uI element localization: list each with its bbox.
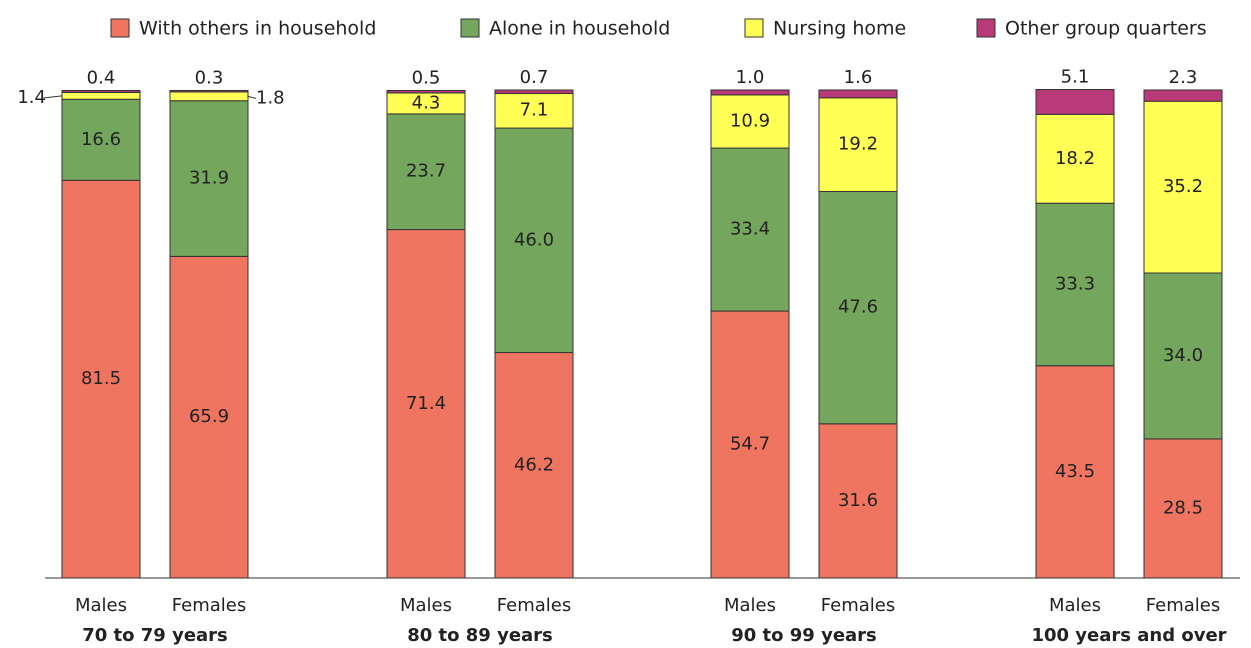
value-label: 81.5 <box>81 368 121 389</box>
value-label: 19.2 <box>838 134 878 155</box>
value-label: 33.3 <box>1055 273 1095 294</box>
bar-segment <box>818 191 898 425</box>
bar-segment <box>61 91 141 100</box>
bar-segment <box>1143 100 1223 274</box>
value-label: 2.3 <box>1169 67 1198 88</box>
value-label: 0.3 <box>195 67 224 88</box>
bar-segment <box>494 92 574 129</box>
value-label: 28.5 <box>1163 497 1203 518</box>
value-label: 71.4 <box>406 393 446 414</box>
bar-segment <box>1143 89 1223 102</box>
value-label: 54.7 <box>730 434 770 455</box>
value-label: 43.5 <box>1055 461 1095 482</box>
bar-segment <box>1143 272 1223 440</box>
bar-segment <box>169 100 249 257</box>
bar-segment <box>494 127 574 354</box>
bar-segment <box>1143 438 1223 579</box>
legend-label: Nursing home <box>773 18 906 40</box>
value-label: 65.9 <box>189 406 229 427</box>
value-label: 5.1 <box>1061 67 1090 88</box>
legend-label: Alone in household <box>489 18 670 40</box>
x-tick-label: Males <box>724 595 776 616</box>
legend-swatch <box>110 18 130 38</box>
value-label: 1.8 <box>256 87 285 108</box>
value-label: 16.6 <box>81 129 121 150</box>
value-label: 34.0 <box>1163 345 1203 366</box>
value-label: 0.4 <box>87 67 116 88</box>
value-label: 1.4 <box>17 87 46 108</box>
bar-segment <box>1035 113 1115 204</box>
bar-segment <box>61 179 141 579</box>
bar-segment <box>169 91 249 102</box>
group-label: 70 to 79 years <box>82 625 228 646</box>
x-tick-label: Females <box>1146 595 1220 616</box>
bar-segment <box>386 229 466 579</box>
group-label: 80 to 89 years <box>407 625 553 646</box>
legend-label: With others in household <box>139 18 376 40</box>
bar-segment <box>710 89 790 96</box>
value-label: 4.3 <box>412 92 441 113</box>
bar-segment <box>386 89 466 94</box>
legend-swatch <box>744 18 764 38</box>
bar-segment <box>818 97 898 193</box>
x-tick-label: Females <box>172 595 246 616</box>
x-tick-label: Females <box>497 595 571 616</box>
value-label: 33.4 <box>730 219 770 240</box>
bar-segment <box>169 255 249 579</box>
bar-segment <box>61 98 141 181</box>
bar-segment <box>494 352 574 579</box>
legend-swatch <box>460 18 480 38</box>
value-label: 46.0 <box>514 229 554 250</box>
value-label: 47.6 <box>838 297 878 318</box>
group-label: 100 years and over <box>1031 625 1226 646</box>
value-label: 31.9 <box>189 168 229 189</box>
bar-segment <box>710 94 790 149</box>
value-label: 7.1 <box>520 100 549 121</box>
bar-segment <box>169 89 249 93</box>
legend-label: Other group quarters <box>1005 18 1207 40</box>
group-label: 90 to 99 years <box>731 625 877 646</box>
bar-segment <box>818 89 898 99</box>
value-label: 18.2 <box>1055 148 1095 169</box>
value-label: 1.6 <box>844 67 873 88</box>
bar-segment <box>1035 202 1115 367</box>
value-label: 0.7 <box>520 67 549 88</box>
leader-line <box>43 95 63 99</box>
value-label: 1.0 <box>736 67 765 88</box>
x-tick-label: Males <box>1049 595 1101 616</box>
x-tick-label: Females <box>821 595 895 616</box>
x-tick-label: Males <box>75 595 127 616</box>
legend-swatch <box>976 18 996 38</box>
value-label: 23.7 <box>406 161 446 182</box>
bar-segment <box>61 89 141 93</box>
leader-line <box>247 95 257 99</box>
bar-segment <box>1035 365 1115 579</box>
value-label: 46.2 <box>514 454 554 475</box>
value-label: 31.6 <box>838 490 878 511</box>
x-tick-label: Males <box>400 595 452 616</box>
bar-segment <box>1035 89 1115 115</box>
bar-segment <box>710 147 790 312</box>
bar-segment <box>494 89 574 94</box>
value-label: 10.9 <box>730 110 770 131</box>
value-label: 35.2 <box>1163 176 1203 197</box>
bar-segment <box>386 113 466 231</box>
bar-segment <box>818 423 898 579</box>
value-label: 0.5 <box>412 67 441 88</box>
